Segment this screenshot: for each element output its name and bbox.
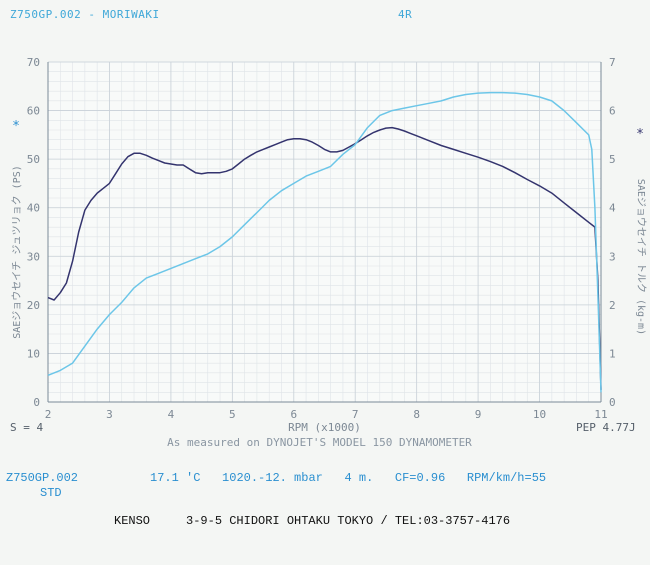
right-series-marker: * [636,127,644,142]
bottom-right-note: PEP 4.77J [576,421,636,434]
chart-caption: As measured on DYNOJET'S MODEL 150 DYNAM… [167,436,472,449]
chart-header-title: Z750GP.002 - MORIWAKI [10,8,160,21]
labels: 2 3 4 5 6 7 8 9 10 1101020304050607001234567SAEジョ… [10,56,647,449]
axes [47,62,602,403]
footer-mode: STD [40,486,62,500]
footer-conditions: 17.1 'C 1020.-12. mbar 4 m. CF=0.96 RPM/… [150,471,547,485]
y-tick-label-left: 40 [27,202,40,215]
x-tick-label: 5 [229,408,236,421]
torque-line [47,126,602,390]
chart-header-gear: 4R [398,8,413,21]
power-line [47,91,602,393]
y-tick-label-left: 0 [33,396,40,409]
x-tick-label: 2 [45,408,52,421]
y-tick-label-left: 50 [27,153,40,166]
x-tick-label: 11 [594,408,607,421]
y-tick-label-right: 2 [609,299,616,312]
y-tick-label-right: 6 [609,105,616,118]
x-tick-label: 8 [413,408,420,421]
x-tick-label: 3 [106,408,113,421]
y-tick-label-left: 60 [27,105,40,118]
plot-background [48,62,601,402]
y-tick-label-right: 1 [609,347,616,360]
y-axis-title-right: SAEジョウセイチ トルク (kg-m) [635,179,647,335]
y-tick-label-right: 0 [609,396,616,409]
y-tick-label-right: 3 [609,250,616,263]
x-tick-label: 4 [168,408,175,421]
y-tick-label-left: 30 [27,250,40,263]
footer-run-id: Z750GP.002 [6,471,79,485]
x-tick-label: 7 [352,408,359,421]
x-tick-label: 6 [290,408,297,421]
y-tick-label-left: 20 [27,299,40,312]
bottom-left-note: S = 4 [10,421,43,434]
series-group [47,91,602,393]
y-tick-label-left: 10 [27,347,40,360]
y-tick-label-right: 7 [609,56,616,69]
footer-address: KENSO 3-9-5 CHIDORI OHTAKU TOKYO / TEL:0… [114,514,511,528]
x-axis-title: RPM (x1000) [288,421,361,434]
y-tick-label-left: 70 [27,56,40,69]
y-tick-label-right: 4 [609,202,616,215]
x-tick-label: 9 [475,408,482,421]
y-tick-label-right: 5 [609,153,616,166]
left-series-marker: * [12,119,20,134]
y-axis-title-left: SAEジョウセイチ ジュツリョク (PS) [11,165,23,339]
dyno-chart: 2 3 4 5 6 7 8 9 10 1101020304050607001234567SAEジョ… [10,56,647,449]
x-tick-label: 10 [533,408,546,421]
footer-conditions-row: Z750GP.002 17.1 'C 1020.-12. mbar 4 m. C… [6,471,546,485]
